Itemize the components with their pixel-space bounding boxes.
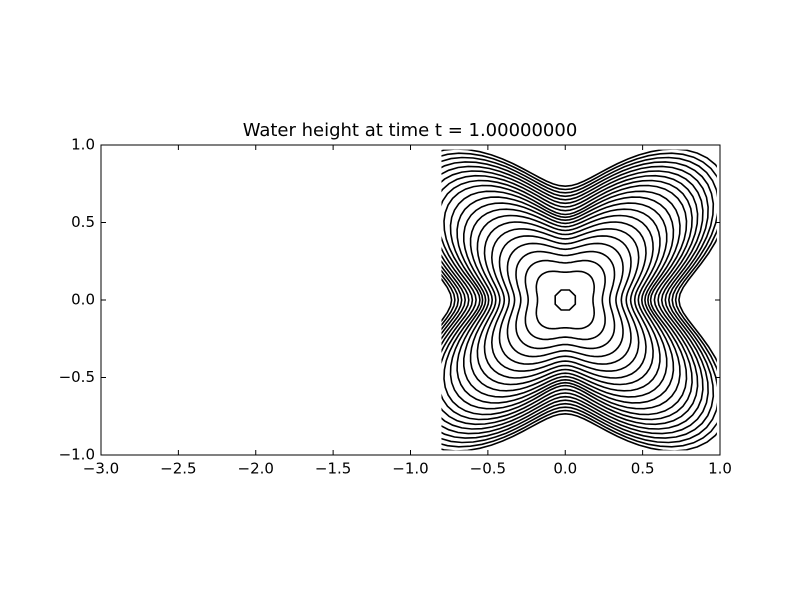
chart-title: Water height at time t = 1.00000000 (243, 120, 578, 141)
contour-line (483, 221, 647, 379)
x-tick-label: −0.5 (470, 460, 506, 478)
contour-line (463, 202, 668, 398)
contour-line (443, 184, 688, 416)
contour-line (441, 156, 717, 444)
contour-line (441, 149, 717, 451)
x-tick-label: −2.0 (238, 460, 274, 478)
contour-line (449, 190, 681, 410)
contour-line (535, 270, 596, 330)
x-tick-label: 0.0 (553, 460, 577, 478)
plot-frame (100, 144, 721, 456)
x-tick-label: −3.0 (83, 460, 119, 478)
x-tick-label: −1.0 (392, 460, 428, 478)
x-tick-label: 0.5 (631, 460, 655, 478)
x-tick-label: 1.0 (708, 460, 732, 478)
contour-line (554, 289, 577, 311)
x-tick-label: −1.5 (315, 460, 351, 478)
contour-line (524, 259, 606, 341)
contour-line (476, 214, 654, 386)
contour-line (490, 228, 640, 372)
contour-line (506, 242, 624, 358)
contour-line (441, 174, 699, 426)
contour-group (441, 149, 717, 451)
contour-line (456, 196, 675, 404)
contour-line (498, 235, 632, 365)
y-tick-label: −0.5 (59, 368, 95, 386)
y-tick-label: 0.0 (71, 291, 95, 309)
contour-line (515, 250, 616, 350)
x-tick-label: −2.5 (160, 460, 196, 478)
contour-line (441, 165, 709, 435)
contour-line (441, 161, 715, 439)
contour-line (469, 208, 661, 392)
contour-line (441, 152, 717, 448)
y-tick-label: 0.5 (71, 213, 95, 231)
y-tick-label: −1.0 (59, 446, 95, 464)
y-tick-label: 1.0 (71, 136, 95, 154)
contour-line (441, 179, 693, 421)
contour-line (441, 170, 704, 430)
